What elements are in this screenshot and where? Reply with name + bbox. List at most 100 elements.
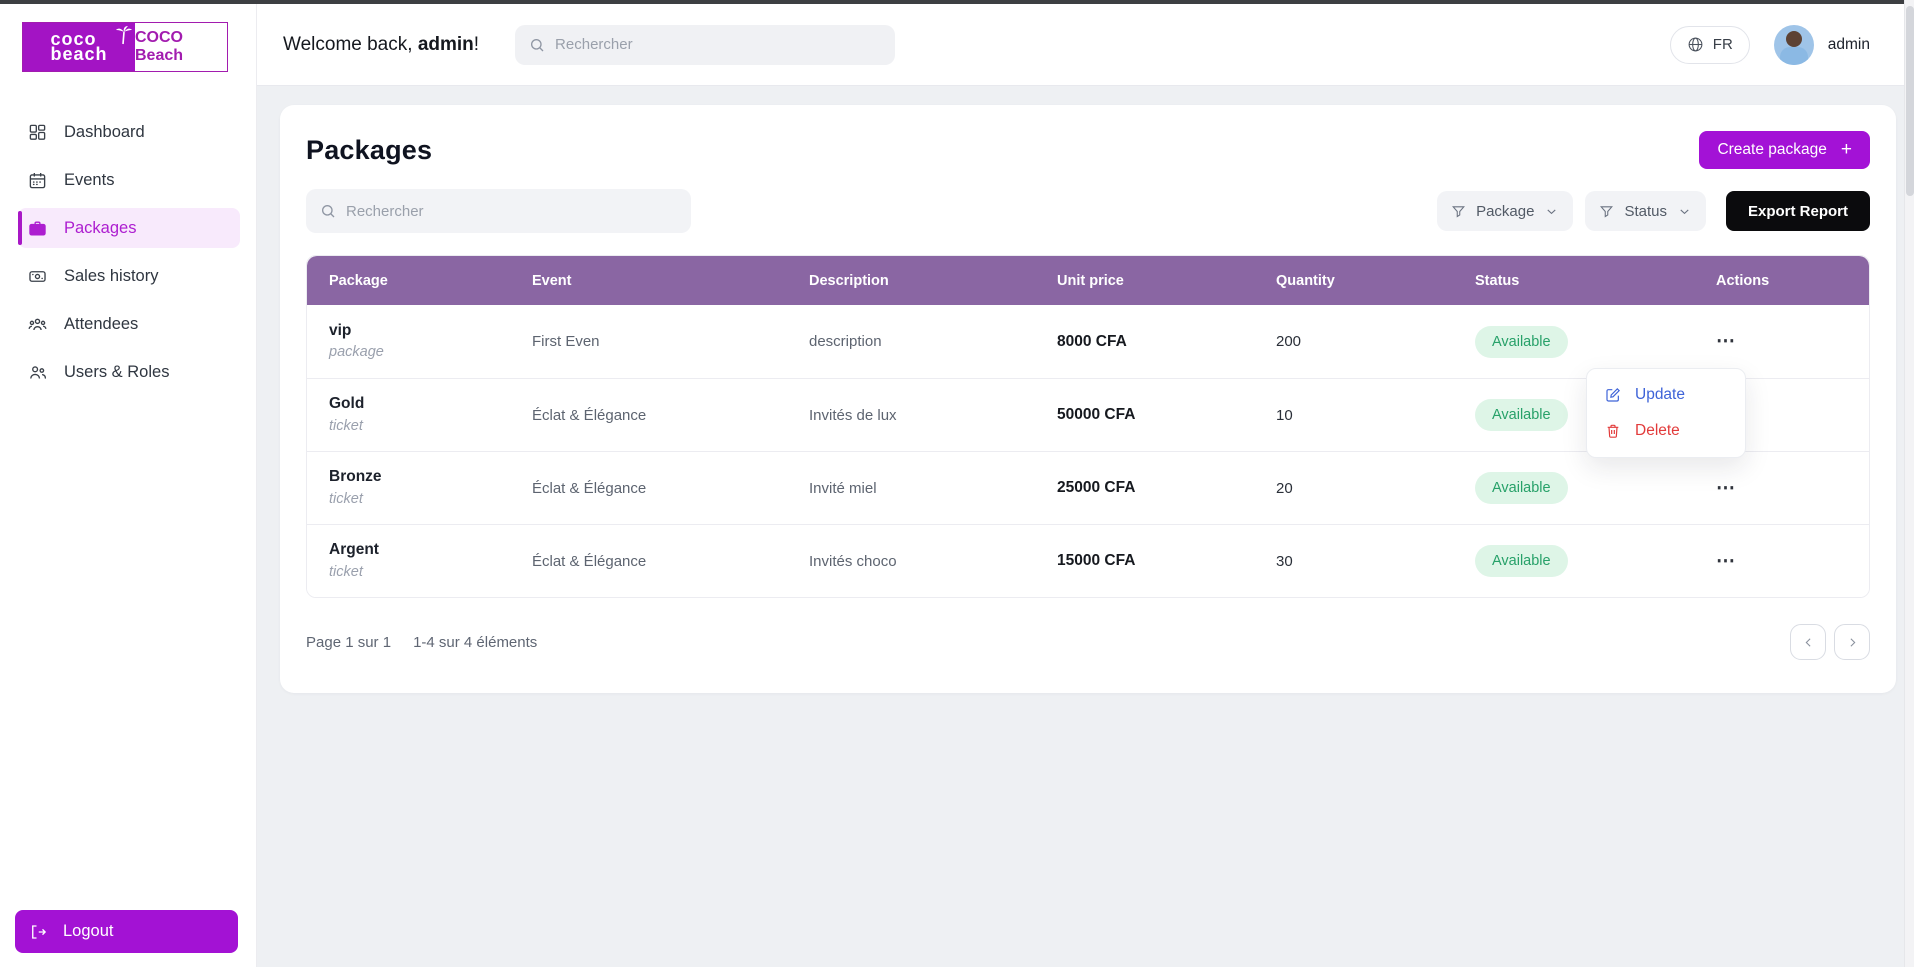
page-scrollbar[interactable] [1904,0,1914,967]
search-icon [322,205,335,218]
status-filter-dropdown[interactable]: Status [1585,191,1706,231]
description-cell: Invités de lux [809,406,897,424]
package-name: Gold [329,395,365,413]
header: Welcome back, admin! FR admin [257,4,1914,86]
page-content: Packages Create package + Package [257,86,1914,967]
plus-icon: + [1840,139,1852,160]
column-header-quantity: Quantity [1276,272,1335,289]
unit-price-cell: 15000 CFA [1057,552,1136,569]
welcome-user: admin [417,33,474,55]
user-name: admin [1827,35,1870,53]
quantity-cell: 200 [1276,333,1302,350]
package-filter-label: Package [1476,202,1535,220]
package-name: Bronze [329,468,382,486]
people-group-icon [28,318,47,330]
user-menu[interactable]: admin [1773,24,1870,65]
brand-logo[interactable]: coco beach COCO Beach [22,22,228,72]
items-info: 1-4 sur 4 éléments [413,633,538,651]
sidebar-item-events[interactable]: Events [18,160,240,200]
sidebar-item-label: Packages [64,218,137,237]
status-cell: Available [1475,399,1716,431]
page-title: Packages [306,134,433,165]
sidebar-item-sales-history[interactable]: Sales history [18,256,240,296]
package-type: ticket [329,417,363,434]
table-header-row: Package Event Description Unit price Qua… [307,256,1869,305]
description-cell: Invités choco [809,552,897,570]
packages-table: Package Event Description Unit price Qua… [306,255,1870,598]
package-type: ticket [329,563,363,580]
welcome-prefix: Welcome back, [283,33,418,55]
logout-button[interactable]: Logout [15,910,238,953]
row-actions-button[interactable]: ⋯ [1716,550,1756,573]
delete-menu-item[interactable]: Delete [1587,413,1745,449]
column-header-package: Package [329,272,388,289]
logout-icon [32,924,47,939]
welcome-message: Welcome back, admin! [283,34,479,56]
export-report-button[interactable]: Export Report [1725,191,1870,231]
package-name-cell: vip package [329,320,532,363]
table-search [306,189,691,233]
search-icon [531,38,544,51]
sidebar-item-packages[interactable]: Packages [18,208,240,248]
package-name: vip [329,321,352,339]
update-menu-item[interactable]: Update [1587,377,1745,413]
actions-cell: ⋯ [1716,330,1869,353]
brand-logo-mark: coco beach [23,23,135,71]
table-row: vip package First Even description 8000 C… [307,305,1869,378]
event-cell: First Even [532,333,600,350]
description-cell: Invité miel [809,479,877,497]
sidebar-item-label: Sales history [64,266,159,285]
quantity-cell: 20 [1276,479,1293,497]
table-search-input[interactable] [346,202,677,220]
pager-controls [1790,624,1870,660]
previous-page-button[interactable] [1790,624,1826,660]
package-name-cell: Gold ticket [329,393,532,436]
avatar [1773,24,1814,65]
brand-name: COCO Beach [135,23,227,71]
create-package-button[interactable]: Create package + [1699,131,1870,169]
column-header-status: Status [1475,272,1520,289]
global-search-input[interactable] [555,36,882,53]
package-name-cell: Bronze ticket [329,466,532,509]
status-badge: Available [1475,472,1568,504]
palm-tree-icon [115,25,133,50]
trash-icon [1607,424,1619,438]
funnel-icon [1600,205,1614,217]
scrollbar-thumb[interactable] [1906,6,1914,196]
language-label: FR [1712,36,1733,53]
chevron-right-icon [1849,637,1855,647]
status-cell: Available [1475,325,1716,358]
package-type: package [329,344,384,361]
card-header: Packages Create package + [306,131,1870,169]
sidebar-nav: Dashboard Events Packages Sales history … [0,112,256,392]
language-button[interactable]: FR [1669,25,1750,64]
sidebar-item-label: Events [64,170,115,189]
create-package-label: Create package [1717,141,1827,158]
sidebar-item-dashboard[interactable]: Dashboard [18,112,240,152]
actions-cell: ⋯ [1716,477,1869,500]
next-page-button[interactable] [1834,624,1870,660]
global-search [515,24,896,65]
package-type: ticket [329,490,363,507]
banknote-icon [29,270,46,282]
status-cell: Available [1475,545,1716,577]
row-actions-button[interactable]: ⋯ [1716,477,1756,500]
sidebar-item-attendees[interactable]: Attendees [18,304,240,344]
row-actions-button[interactable]: ⋯ [1716,330,1756,353]
page-info: Page 1 sur 1 [306,633,392,651]
app-root: coco beach COCO Beach Dashboard Events P… [0,4,1914,967]
column-header-actions: Actions [1716,272,1770,289]
package-filter-dropdown[interactable]: Package [1437,191,1574,231]
sidebar: coco beach COCO Beach Dashboard Events P… [0,4,257,967]
main-area: Welcome back, admin! FR admin Packages [257,4,1914,967]
pagination: Page 1 sur 1 1-4 sur 4 éléments [306,624,1870,660]
globe-icon [1688,37,1703,52]
calendar-icon [29,172,46,188]
brand-logo-line1: coco [50,28,97,49]
quantity-cell: 10 [1276,406,1293,424]
unit-price-cell: 25000 CFA [1057,479,1136,496]
sidebar-item-users-roles[interactable]: Users & Roles [18,352,240,392]
event-cell: Éclat & Élégance [532,406,647,424]
status-badge: Available [1475,545,1568,577]
status-badge: Available [1475,399,1568,431]
